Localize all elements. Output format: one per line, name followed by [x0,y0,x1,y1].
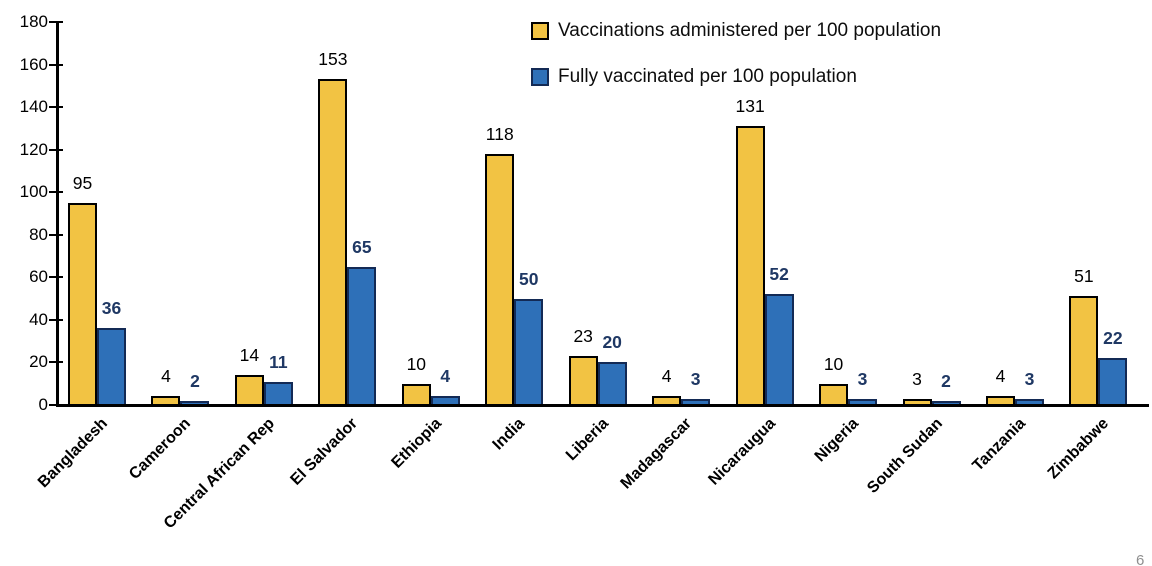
bar-value-label: 2 [190,370,200,391]
y-axis-tick-label: 60 [29,267,48,287]
bar [234,375,264,406]
bar-value-label: 14 [239,345,260,366]
bar [485,153,515,406]
bar-value-label: 118 [485,123,514,144]
bar [1069,296,1099,406]
bar-value-label: 4 [440,366,451,387]
bar [97,328,126,406]
y-axis-tick-label: 120 [19,139,48,159]
bar-value-label: 4 [661,366,672,387]
y-axis-tick-label: 40 [29,309,48,329]
x-category-label: Tanzania [969,415,1029,475]
x-axis-line [56,404,1149,407]
legend-swatch-icon [531,22,549,40]
legend-item-label: Vaccinations administered per 100 popula… [558,20,942,41]
bar-value-label: 95 [72,172,93,193]
y-axis-tick-label: 20 [29,352,48,372]
bar-value-label: 3 [912,368,922,389]
bar [401,383,431,406]
bar-value-label: 51 [1074,266,1094,287]
legend: Vaccinations administered per 100 popula… [531,20,941,112]
bar [764,294,794,406]
bar-value-label: 2 [941,370,951,391]
y-axis-tick-label: 160 [19,54,48,74]
y-axis-tick-label: 100 [19,182,48,202]
bar-value-label: 131 [735,96,765,117]
bar-value-label: 22 [1103,328,1123,349]
bar-value-label: 153 [318,49,348,70]
bar [347,266,377,406]
bar-value-label: 3 [1024,368,1035,389]
bar [735,126,765,406]
legend-swatch-icon [531,68,549,86]
x-category-label: Bangladesh [34,415,112,492]
bar-value-label: 36 [101,298,122,319]
bar [514,298,544,406]
bar-value-label: 65 [352,236,372,257]
bar [1098,358,1128,406]
bar [597,362,627,406]
page-number: 6 [1136,552,1145,566]
y-axis-tick-label: 140 [19,97,48,117]
bar-value-label: 10 [406,353,427,374]
y-axis-tick-label: 80 [29,224,48,244]
x-category-label: Madagascar [617,415,696,493]
bar-value-label: 4 [161,366,171,387]
y-axis-tick-label: 180 [19,12,48,31]
y-axis-line [56,21,59,407]
bar-value-label: 23 [573,326,593,347]
legend-item: Fully vaccinated per 100 population [531,66,941,88]
legend-item: Vaccinations administered per 100 popula… [531,20,941,42]
legend-item-label: Fully vaccinated per 100 population [558,66,857,87]
bar-value-label: 4 [995,366,1006,387]
bar-value-label: 3 [690,368,701,389]
x-category-label: Nigeria [811,415,863,466]
bar [318,79,348,406]
y-axis-tick-label: 0 [38,395,48,414]
bar [263,381,293,406]
bar-value-label: 3 [857,368,868,389]
x-category-label: India [489,415,529,454]
bar-value-label: 11 [269,351,288,372]
bar-value-label: 52 [769,264,789,285]
bar-value-label: 20 [602,332,622,353]
bar-value-label: 50 [519,268,539,289]
bar [568,356,598,406]
bar-value-label: 10 [823,353,844,374]
